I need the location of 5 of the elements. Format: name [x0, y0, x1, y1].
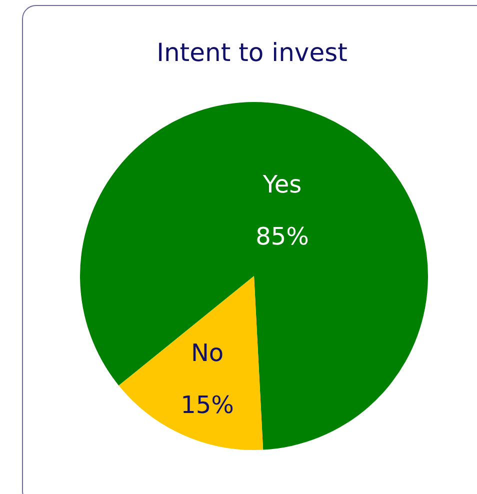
chart-title: Intent to invest — [156, 38, 348, 67]
slice-label: No — [190, 339, 224, 368]
data-label: 85% — [256, 222, 309, 251]
slice-label: Yes — [262, 170, 302, 199]
data-label: 15% — [180, 391, 234, 420]
